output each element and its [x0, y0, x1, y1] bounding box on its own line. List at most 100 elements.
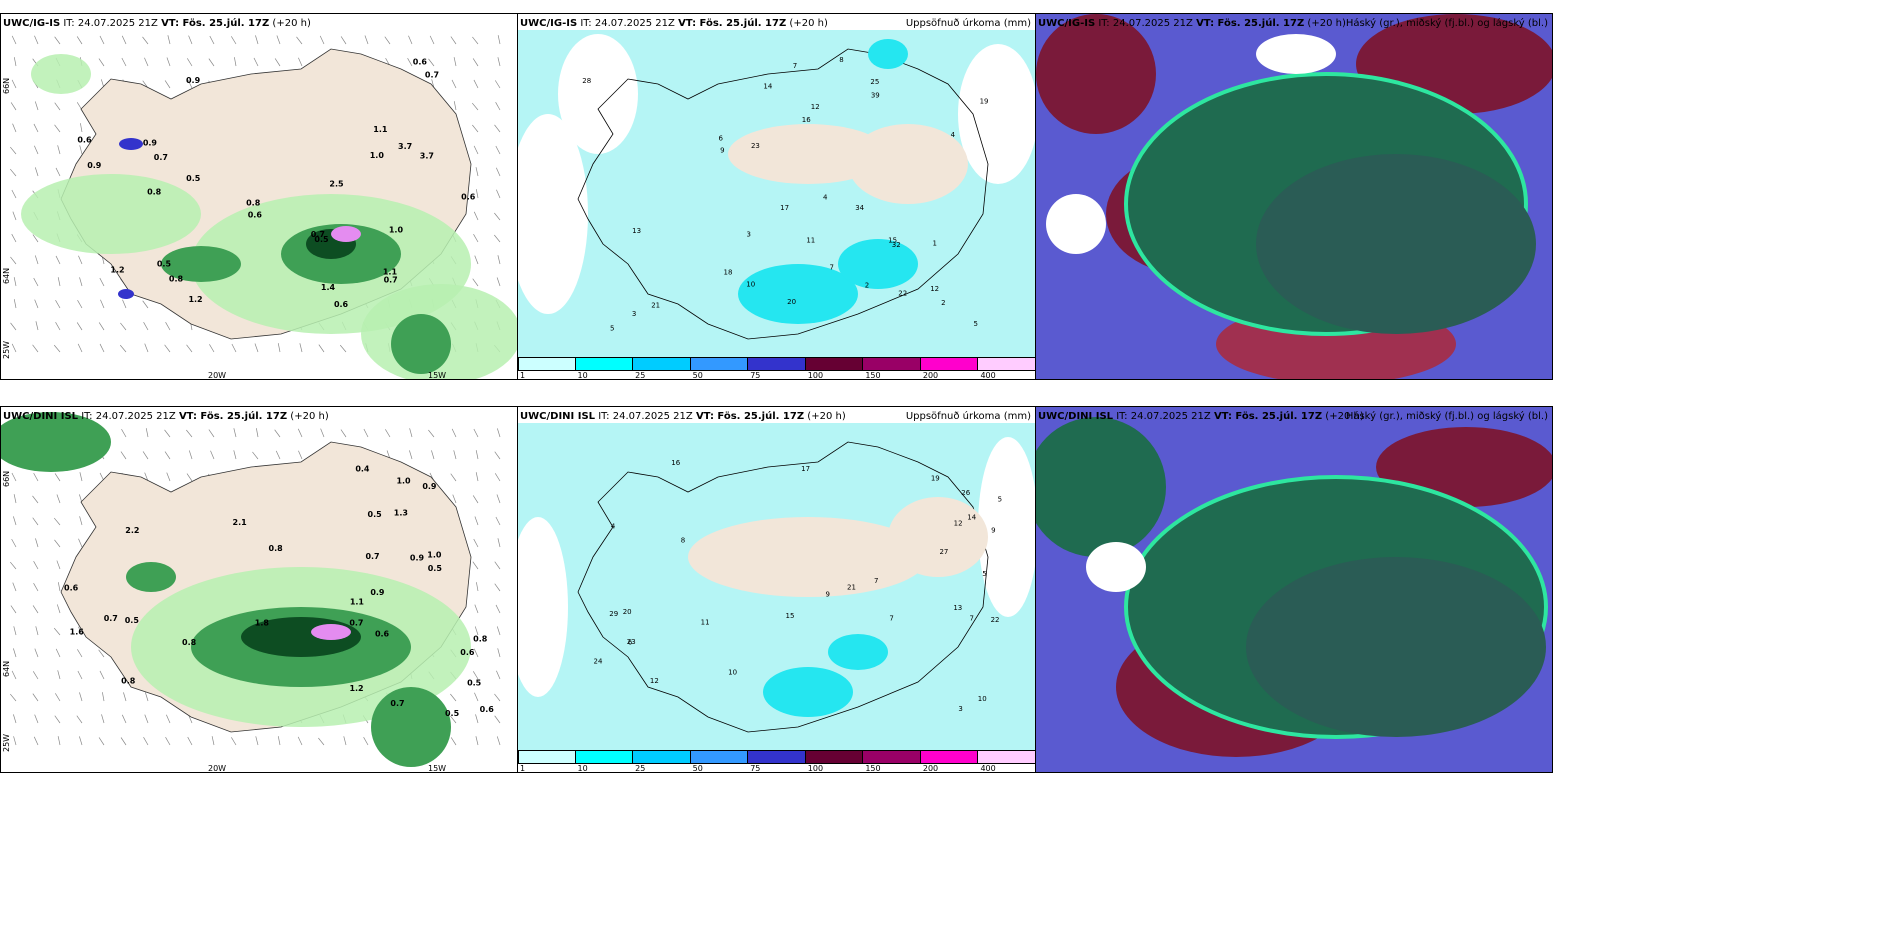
wind-barb: [166, 714, 171, 724]
wind-barb: [33, 560, 39, 570]
wind-barb: [231, 36, 237, 45]
panel-title: UWC/DINI ISL IT: 24.07.2025 21Z VT: Fös.…: [520, 411, 846, 422]
wind-barb: [475, 450, 479, 460]
wind-barb: [494, 451, 501, 460]
value-label: 0.9: [370, 588, 385, 597]
wind-barb: [78, 538, 83, 548]
value-label: 9: [991, 526, 995, 534]
value-label: 27: [939, 548, 948, 556]
value-label: 13: [632, 227, 641, 235]
value-label: 12: [930, 285, 939, 293]
iceland-outline: [577, 48, 989, 340]
wind-barb: [274, 429, 281, 438]
cloud-map: [1036, 14, 1552, 379]
wind-barb: [13, 57, 17, 67]
wind-barb: [495, 604, 501, 614]
wind-barb: [495, 145, 501, 155]
wind-barb: [494, 561, 501, 570]
colorbar-swatch: [805, 357, 864, 371]
wind-barb: [79, 736, 83, 746]
value-label: 16: [802, 116, 811, 124]
wind-barb: [102, 692, 105, 702]
colorbar-tick: 1: [520, 371, 526, 380]
wind-barb: [450, 737, 457, 746]
wind-barb: [187, 736, 193, 746]
wind-barb: [494, 473, 501, 482]
colorbar-tick: 150: [865, 764, 881, 773]
colorbar-tick: 75: [750, 371, 761, 380]
wind-barb: [297, 428, 303, 438]
value-label: 4: [823, 193, 828, 201]
value-label: 0.6: [334, 300, 349, 309]
wind-barb: [34, 145, 39, 155]
wind-barb: [57, 670, 61, 680]
rain-map: 0.6 0.9 0.5 0.9 3.7 1.4 0.6 0.5 0.6 0.8 1.2 0.6 0.8 0…: [1, 14, 517, 379]
wind-barb: [32, 517, 39, 526]
wind-barb: [34, 714, 39, 724]
wind-barb: [166, 57, 171, 67]
wind-barb: [56, 604, 61, 614]
wind-barb: [143, 737, 149, 746]
panel-dini-precip: UWC/DINI ISL IT: 24.07.2025 21Z VT: Fös.…: [517, 406, 1036, 773]
value-label: 1.0: [427, 550, 442, 559]
value-label: 4: [951, 131, 956, 139]
value-label: 1.1: [373, 125, 388, 134]
wind-barb: [145, 692, 149, 702]
wind-barb: [76, 36, 83, 45]
value-label: 1.0: [370, 151, 385, 160]
wind-barb: [453, 450, 457, 460]
wind-barb: [409, 428, 413, 438]
colorbar-swatch: [633, 357, 691, 371]
wind-barb: [34, 255, 39, 265]
wind-barb: [474, 626, 479, 636]
value-label: 0.9: [410, 553, 425, 562]
wind-barb: [55, 648, 61, 658]
wind-barb: [496, 277, 501, 287]
precip-colorbar: 1 10 25 50 75 100 150 200 400: [518, 750, 1035, 773]
wind-barb: [494, 80, 501, 89]
panel-title: UWC/IG-IS IT: 24.07.2025 21Z VT: Fös. 25…: [1038, 18, 1346, 29]
colorbar-swatch: [633, 750, 691, 764]
colorbar-tick: 50: [692, 371, 703, 380]
wind-barb: [57, 145, 61, 155]
panel-title: UWC/DINI ISL IT: 24.07.2025 21Z VT: Fös.…: [1038, 411, 1364, 422]
wind-barb: [10, 605, 17, 614]
wind-barb: [11, 189, 17, 199]
wind-barb: [10, 693, 17, 702]
value-label: 1.8: [255, 618, 270, 627]
lon-label: 20W: [208, 764, 227, 773]
value-label: 6: [718, 135, 723, 143]
value-label: 21: [651, 302, 660, 310]
wind-barb: [186, 344, 193, 353]
wind-barb: [188, 450, 193, 460]
wind-barb: [274, 58, 281, 67]
wind-barb: [475, 189, 479, 199]
colorbar-tick: 200: [922, 371, 939, 380]
wind-barb: [496, 736, 501, 746]
value-label: 9: [720, 147, 724, 155]
value-label: 0.6: [77, 135, 92, 144]
precip-map: 8641075311121617242191315222923272619107…: [518, 407, 1035, 772]
wind-barb: [473, 211, 479, 221]
wind-barb: [12, 582, 17, 592]
wind-barb: [450, 36, 457, 45]
wind-barb: [495, 101, 501, 111]
wind-barb: [450, 715, 457, 724]
wind-barb: [144, 343, 149, 353]
wind-barb: [298, 450, 303, 460]
value-label: 11: [806, 236, 815, 244]
value-label: 3: [632, 310, 636, 318]
wind-barb: [53, 627, 61, 636]
wind-barb: [343, 736, 347, 746]
wind-barb: [77, 649, 83, 658]
wind-barb: [99, 670, 105, 680]
value-label: 0.6: [64, 584, 79, 593]
wind-barb: [32, 495, 39, 504]
wind-barb: [79, 692, 83, 702]
value-label: 29: [609, 610, 618, 618]
wind-barb: [79, 516, 83, 526]
wind-barb: [10, 561, 17, 570]
value-label: 2.2: [125, 526, 139, 535]
value-label: 9: [826, 590, 830, 598]
